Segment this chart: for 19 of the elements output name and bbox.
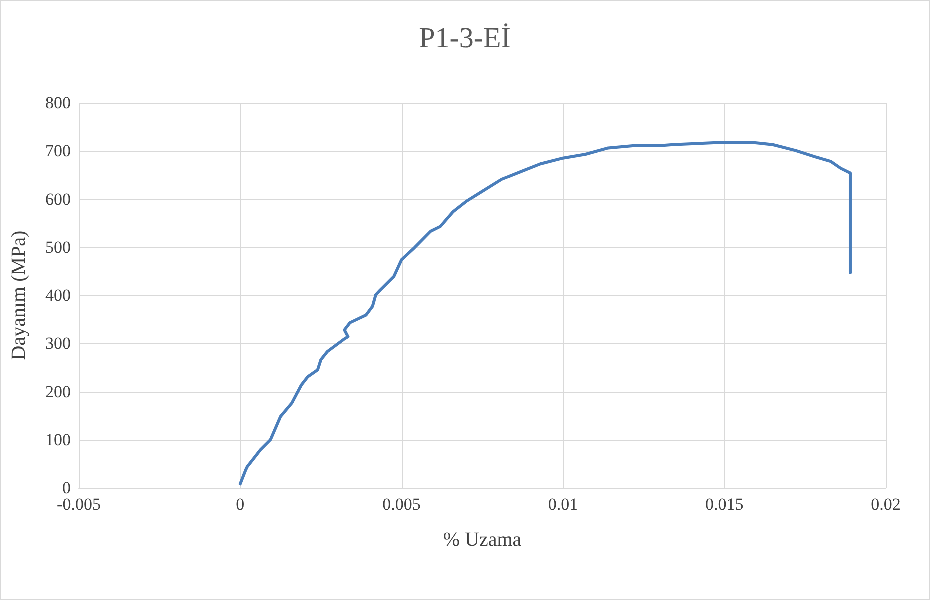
x-tick-label: 0: [236, 495, 245, 514]
y-axis-title: Dayanım (MPa): [8, 230, 30, 360]
y-tick-label: 400: [46, 286, 71, 305]
y-tick-label: 300: [46, 334, 71, 354]
y-tick-label: 100: [46, 430, 71, 450]
x-tick-label: -0.005: [57, 495, 101, 514]
y-tick-label: 800: [46, 94, 71, 112]
x-tick-label: 0.015: [705, 495, 744, 514]
y-tick-label: 200: [46, 382, 71, 402]
y-tick-label: 700: [46, 142, 71, 161]
x-axis-title: % Uzama: [443, 529, 522, 551]
chart-title: P1-3-Eİ: [419, 22, 511, 54]
y-tick-label: 600: [46, 190, 71, 209]
x-tick-label: 0.02: [871, 495, 901, 514]
x-tick-label: 0.005: [382, 495, 421, 514]
y-tick-label: 0: [62, 478, 71, 498]
x-tick-label: 0.01: [548, 495, 578, 514]
y-tick-label: 500: [46, 238, 71, 257]
line-series: [238, 140, 852, 486]
